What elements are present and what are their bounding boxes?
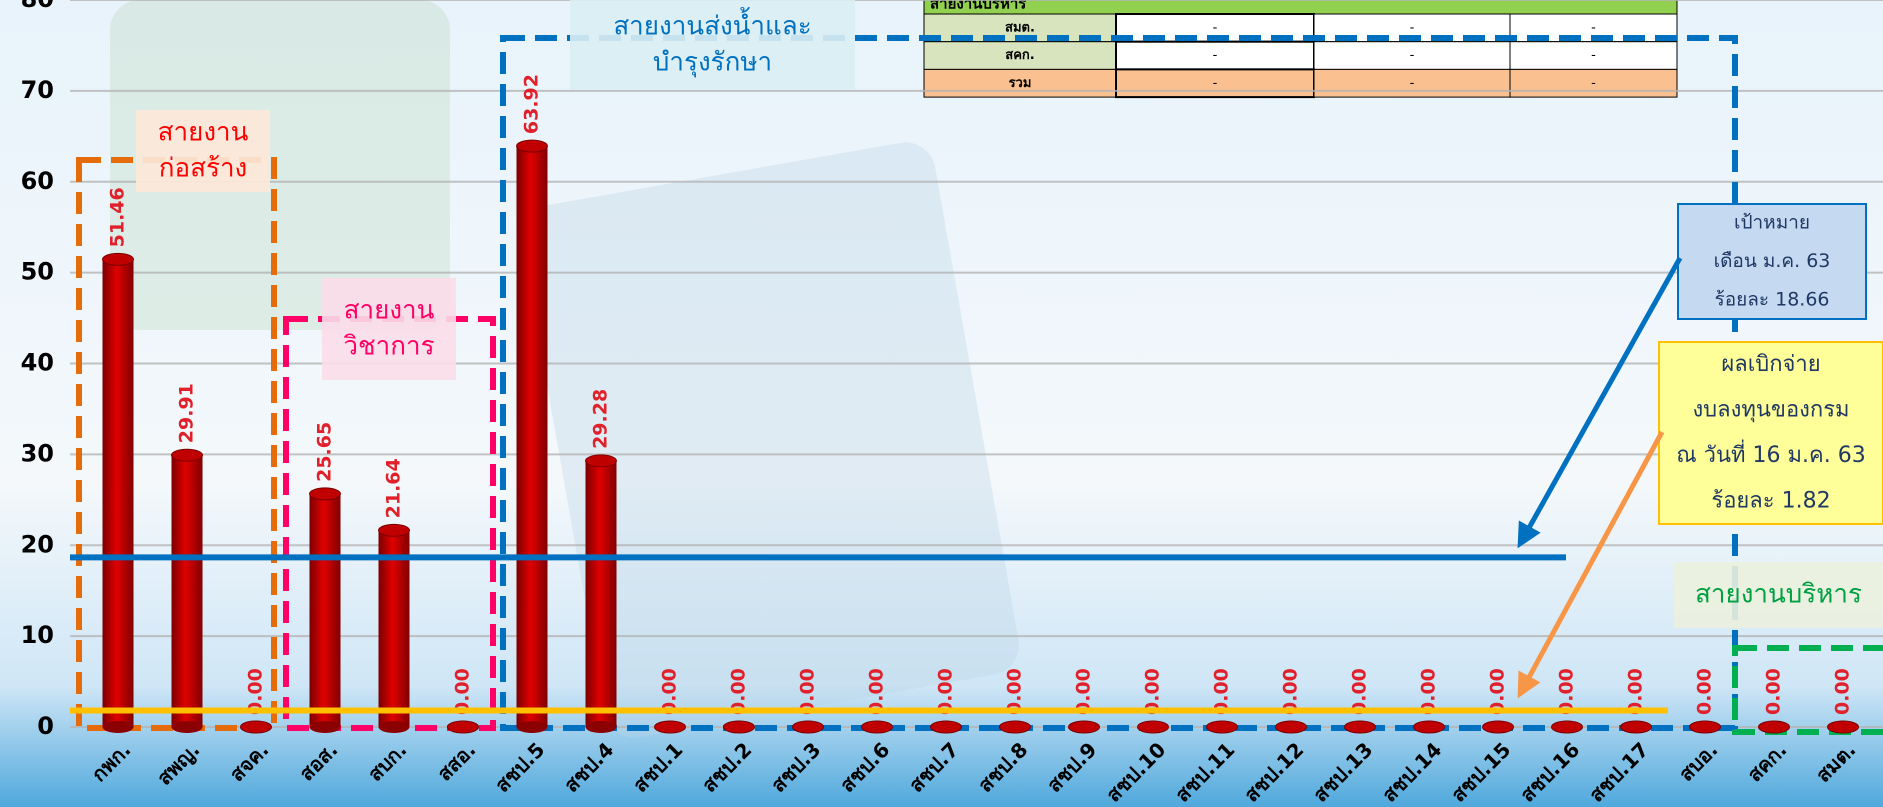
bar-top [931,721,962,733]
bar-top [1138,721,1169,733]
bar-top [1759,721,1790,733]
annotation-text: เดือน ม.ค. 63 [1714,250,1831,272]
group-label: ก่อสร้าง [159,154,248,184]
y-tick-label: 40 [21,349,54,377]
table-cell-text: - [1410,21,1415,36]
summary-table: สายงานบริหารสมต. - - - สคก. - - - รวม - - - [924,0,1677,97]
bar-top [448,721,479,733]
table-cell-text: รวม [1009,76,1032,91]
bar-top [586,455,617,467]
y-tick-label: 80 [21,0,54,13]
bar [586,461,617,727]
group-label: บำรุงรักษา [653,48,772,78]
bar-top [1690,721,1721,733]
bar-top [1828,721,1859,733]
y-tick-label: 70 [21,76,54,104]
bar-base [586,721,617,733]
bar-top [1069,721,1100,733]
group-label: สายงานบริหาร [1695,580,1862,610]
table-header: สายงานบริหาร [930,0,1027,13]
bar-top [1207,721,1238,733]
bar-top [655,721,686,733]
bar-top [1552,721,1583,733]
value-label: 29.91 [176,383,198,443]
value-label: 29.28 [590,389,612,449]
bar-top [1621,721,1652,733]
bar-top [1483,721,1514,733]
y-tick-label: 60 [21,167,54,195]
annotation-text: ณ วันที่ 16 ม.ค. 63 [1676,439,1865,468]
bar-base [172,721,203,733]
table-cell-text: - [1410,48,1415,63]
bar-top [1000,721,1031,733]
group-label: สายงานส่งน้ำและ [613,7,811,42]
bar [310,494,341,727]
bar [172,455,203,727]
table-cell-text: - [1591,76,1596,91]
value-label: 51.46 [107,187,129,247]
y-tick-label: 30 [21,439,54,467]
table-cell-text: - [1213,76,1218,91]
y-tick-label: 50 [21,258,54,286]
table-cell-text: สมต. [1005,21,1035,36]
table-cell-text: - [1213,48,1218,63]
chart: สายงานบริหารสมต.---สคก.---รวม--- 0102030… [0,0,1883,807]
bar-top [172,449,203,461]
annotation-text: งบลงทุนของกรม [1692,397,1849,422]
table-cell-text: - [1591,48,1596,63]
value-label: 0.00 [1694,668,1716,715]
group-label: วิชาการ [343,332,435,362]
bar-top [103,253,134,265]
table-cell-text: - [1591,21,1596,36]
group-label: สายงาน [344,296,435,326]
bar [517,146,548,727]
bar-base [379,721,410,733]
bar-top [1276,721,1307,733]
bar-top [310,488,341,500]
bar [103,259,134,727]
y-tick-label: 0 [37,712,54,740]
value-label: 63.92 [521,74,543,134]
annotation-text: ผลเบิกจ่าย [1721,352,1820,377]
value-label: 0.00 [1763,668,1785,715]
table-cell-text: สคก. [1005,48,1034,63]
bar-top [724,721,755,733]
bar-base [310,721,341,733]
y-tick-label: 10 [21,621,54,649]
group-label-box [322,278,456,380]
value-label: 21.64 [383,458,405,518]
annotation-text: ร้อยละ 1.82 [1711,488,1830,513]
y-tick-label: 20 [21,530,54,558]
bar-top [241,721,272,733]
bar-top [862,721,893,733]
bar-base [517,721,548,733]
table-cell-text: - [1213,21,1218,36]
table-header-cell [924,0,1677,14]
bar-top [517,140,548,152]
bar-top [379,524,410,536]
annotation-text: เป้าหมาย [1734,212,1810,234]
bar-base [103,721,134,733]
value-label: 0.00 [1832,668,1854,715]
group-label: สายงาน [158,118,249,148]
bar-top [1414,721,1445,733]
bar-top [1345,721,1376,733]
table-cell-text: - [1410,76,1415,91]
bar-top [793,721,824,733]
annotation-text: ร้อยละ 18.66 [1714,288,1829,310]
value-label: 25.65 [314,422,336,482]
